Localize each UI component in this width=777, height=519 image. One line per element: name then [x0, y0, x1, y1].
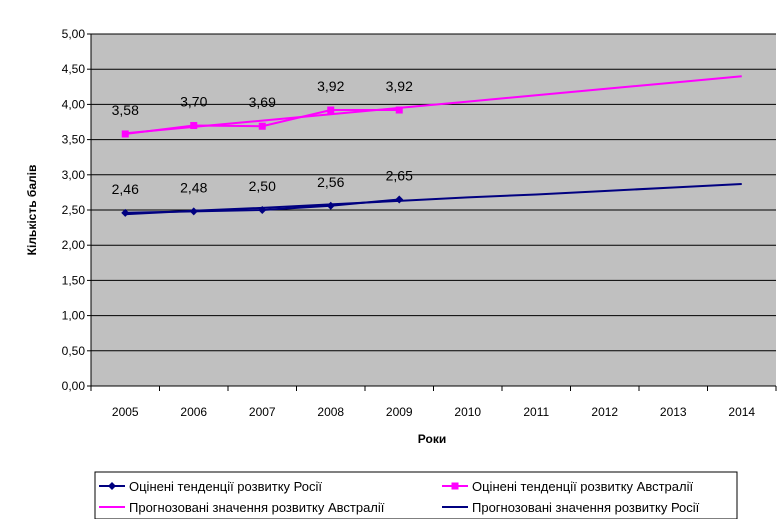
point-marker	[189, 207, 198, 216]
y-tick-label: 3,00	[62, 168, 86, 182]
legend-entry-label: Оцінені тенденції розвитку Австралії	[472, 479, 693, 494]
series-line-2	[125, 75, 742, 135]
x-axis-title: Роки	[418, 432, 446, 446]
data-label: 2,65	[386, 167, 413, 183]
legend-entry-label: Прогнозовані значення розвитку Австралії	[129, 500, 385, 515]
point-marker	[121, 130, 129, 138]
point-marker	[258, 206, 267, 214]
x-tick-label: 2005	[112, 405, 139, 419]
y-tick-label: 1,50	[62, 273, 86, 287]
data-labels: 3,58 3,70 3,69 3,92 3,92 2,46 2,48 2,50 2,56 2,65	[112, 78, 413, 197]
legend-marker	[108, 482, 116, 490]
point-marker	[190, 122, 198, 130]
legend-box	[94, 471, 738, 519]
y-tick-label: 2,00	[62, 238, 86, 252]
x-tick-label: 2010	[454, 405, 481, 419]
point-marker	[121, 208, 130, 217]
x-tick-label: 2013	[660, 405, 687, 419]
x-tick-label: 2006	[180, 405, 207, 419]
data-label: 3,70	[180, 94, 207, 110]
legend: Оцінені тенденції розвитку Росії Оцінені …	[99, 479, 700, 515]
x-tick-label: 2011	[523, 405, 549, 419]
data-label: 2,48	[180, 179, 207, 195]
data-label: 2,50	[249, 178, 276, 194]
y-tick-label: 0,50	[62, 344, 86, 358]
legend-entry-label: Прогнозовані значення розвитку Росії	[472, 500, 700, 515]
y-tick-label: 0,00	[62, 379, 86, 393]
x-tick-label: 2009	[386, 405, 413, 419]
data-label: 3,69	[249, 94, 276, 110]
y-tick-label: 4,50	[62, 62, 86, 76]
point-marker	[258, 122, 266, 130]
legend-marker	[451, 482, 459, 490]
data-label: 2,46	[112, 181, 139, 197]
x-axis-ticks: 2005 2006 2007 2008 2009 2010 2011 2012 2013 2014	[90, 386, 777, 419]
y-axis-ticks: 0,00 0,50 1,00 1,50 2,00 2,50 3,00 3,50 4,00 4,50…	[62, 27, 86, 393]
point-marker	[395, 195, 404, 204]
y-tick-label: 2,50	[62, 203, 86, 217]
gridlines	[87, 33, 776, 387]
y-axis-title: Кількість балів	[25, 165, 39, 256]
point-marker	[326, 201, 335, 210]
legend-entry-label: Оцінені тенденції розвитку Росії	[129, 479, 322, 494]
x-tick-label: 2012	[591, 405, 618, 419]
x-tick-label: 2007	[249, 405, 276, 419]
y-tick-label: 4,00	[62, 97, 86, 111]
data-label: 3,92	[317, 78, 344, 94]
y-tick-label: 5,00	[62, 27, 86, 41]
series-line-3	[125, 182, 742, 216]
y-tick-label: 3,50	[62, 133, 86, 147]
point-marker	[327, 106, 335, 114]
series-layer	[121, 75, 742, 217]
data-label: 2,56	[317, 174, 344, 190]
x-tick-label: 2014	[728, 405, 755, 419]
x-tick-label: 2008	[317, 405, 344, 419]
data-label: 3,58	[112, 102, 139, 118]
y-tick-label: 1,00	[62, 309, 86, 323]
point-marker	[395, 106, 403, 114]
data-label: 3,92	[386, 78, 413, 94]
